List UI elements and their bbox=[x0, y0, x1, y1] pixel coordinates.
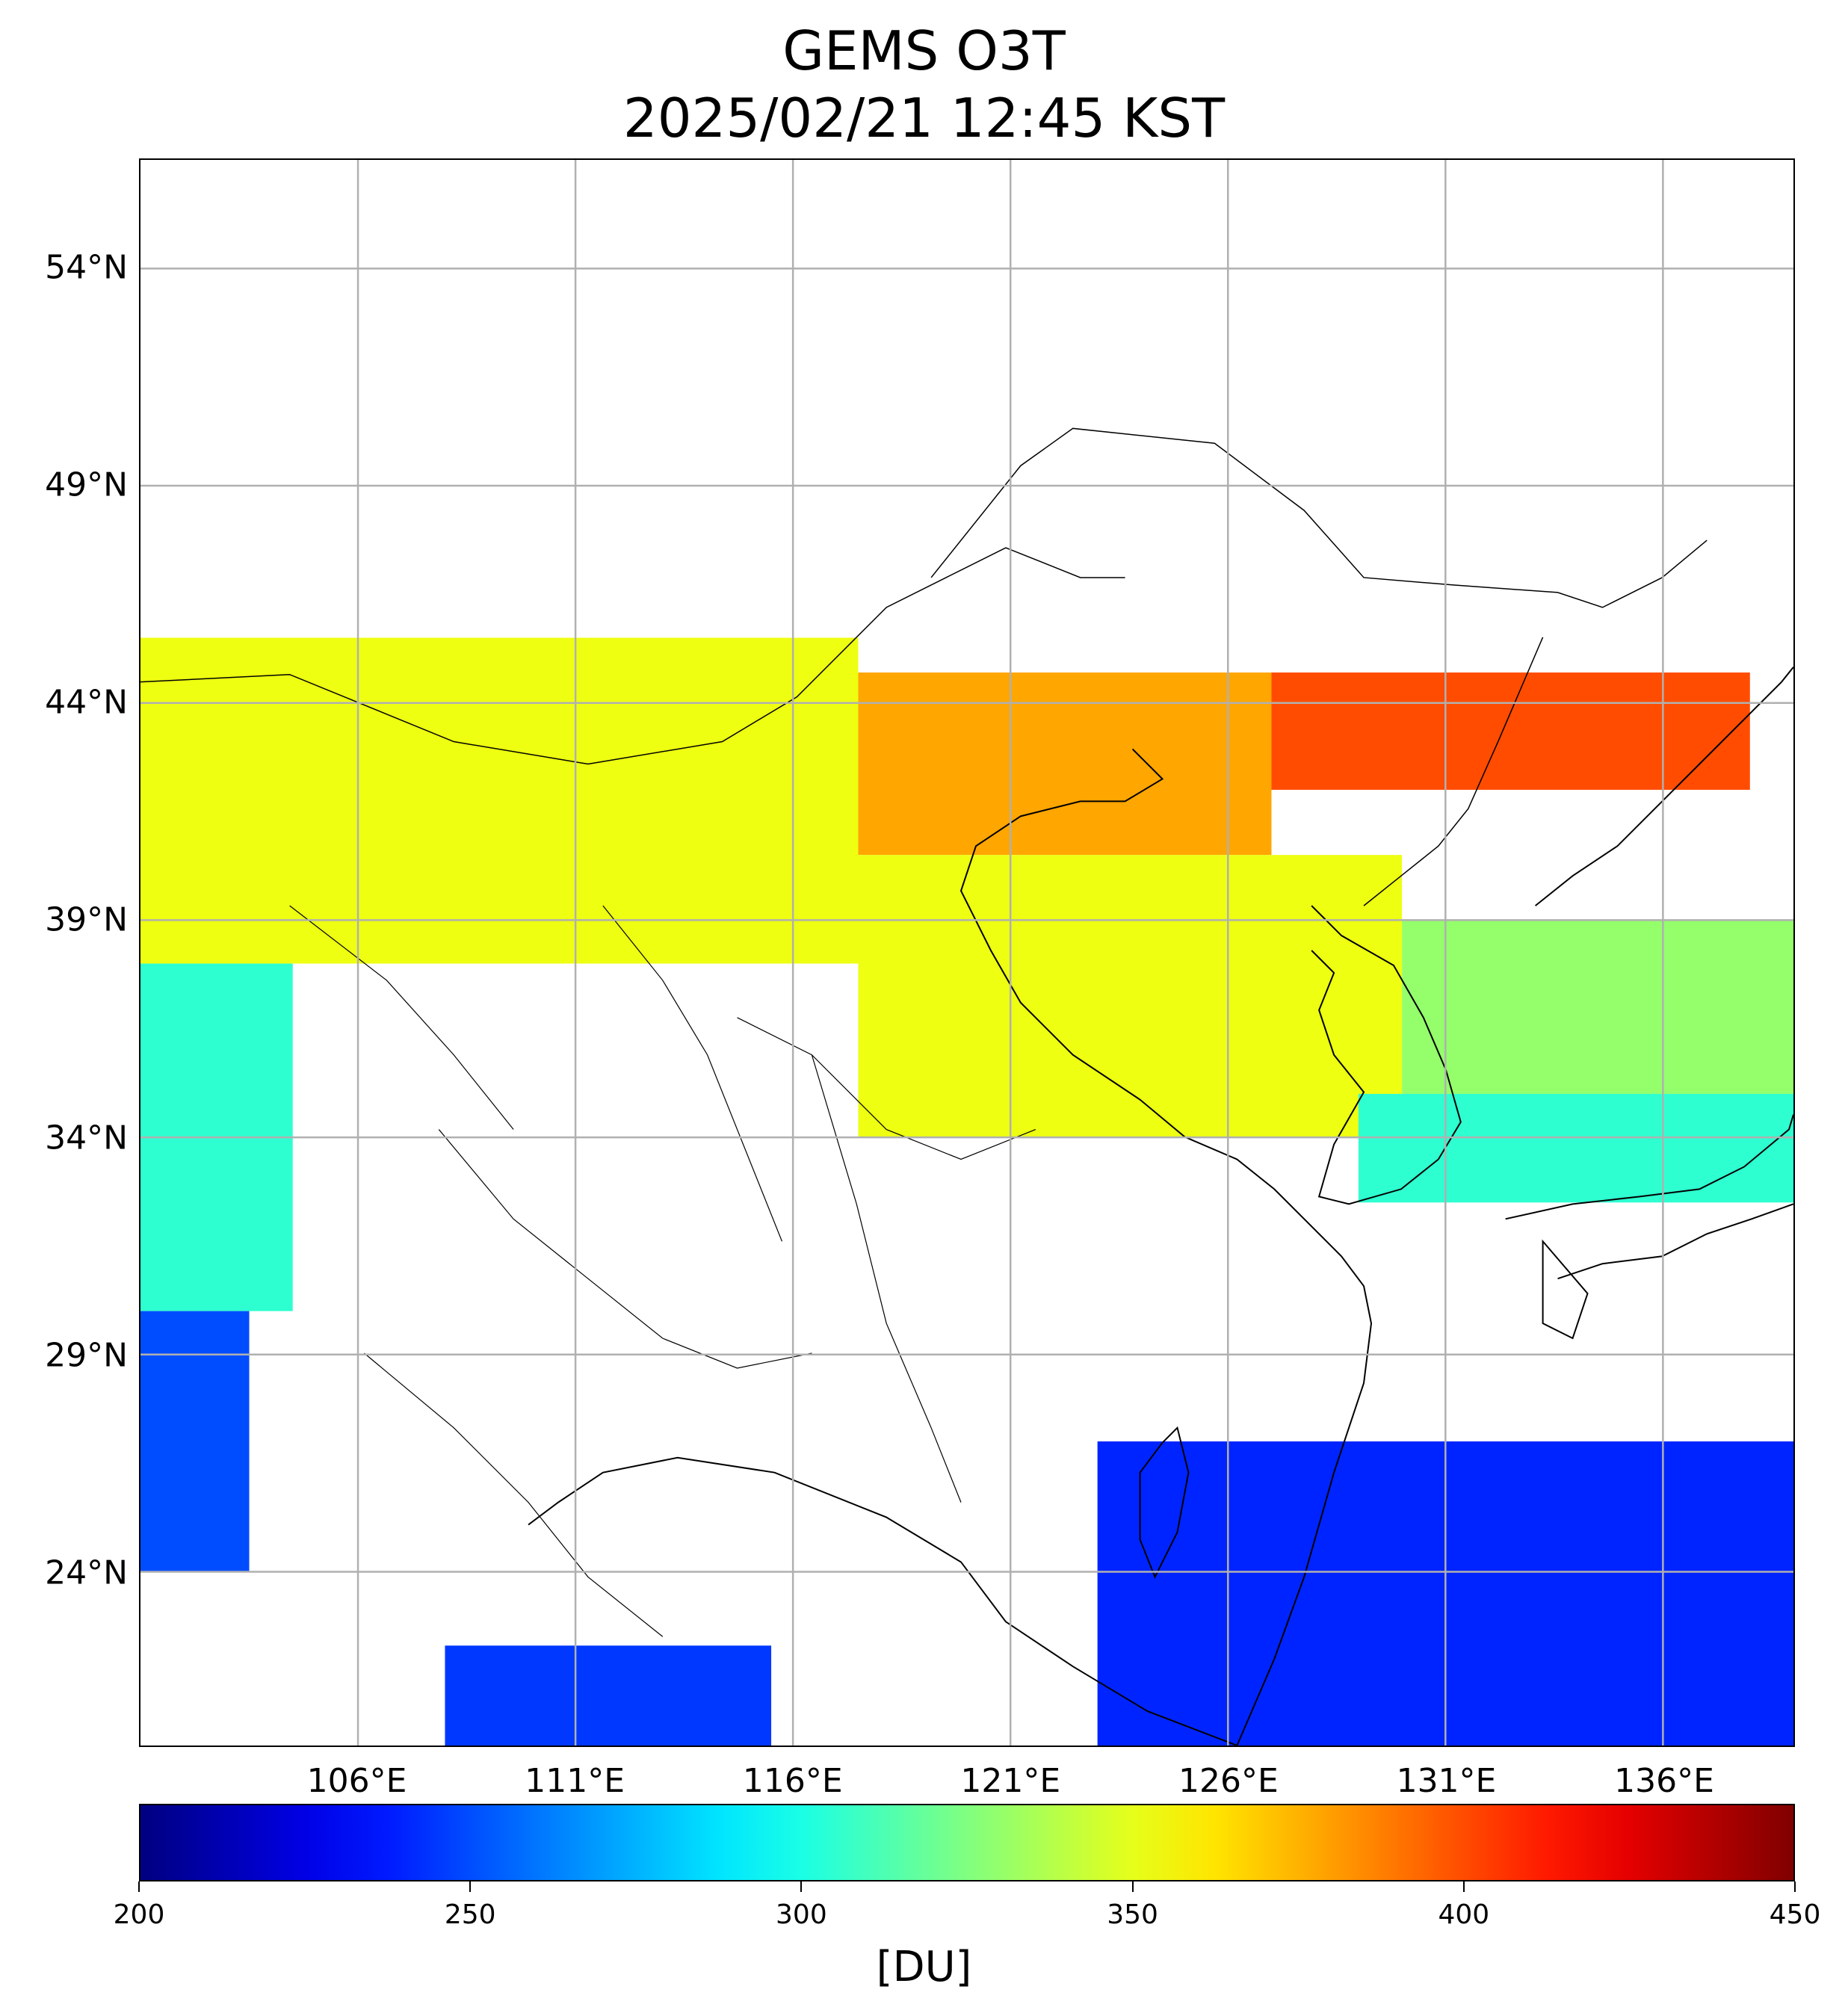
ozone-region-northeast-far bbox=[1271, 672, 1750, 790]
colorbar-tick-mark bbox=[1794, 1882, 1796, 1892]
colorbar-tick-label: 350 bbox=[1107, 1899, 1158, 1930]
colorbar-tick-mark bbox=[800, 1882, 803, 1892]
ozone-region-japan-south bbox=[1358, 1093, 1793, 1203]
lat-tick-label: 49°N bbox=[45, 466, 128, 504]
mongolia-china-border bbox=[140, 547, 1125, 765]
ozone-region-southwest-china bbox=[140, 1311, 250, 1572]
province-border-5 bbox=[289, 905, 514, 1130]
colorbar-tick-label: 200 bbox=[113, 1899, 165, 1930]
lat-tick-label: 54°N bbox=[45, 248, 128, 287]
lat-tick-label: 34°N bbox=[45, 1119, 128, 1157]
korea-outline bbox=[1311, 905, 1462, 1205]
lon-tick-label: 121°E bbox=[960, 1762, 1061, 1800]
lon-tick-label: 111°E bbox=[525, 1762, 625, 1800]
ozone-region-yellow-sea-korea bbox=[858, 855, 1403, 1138]
map-plot-area bbox=[139, 158, 1795, 1747]
lon-tick-label: 116°E bbox=[742, 1762, 843, 1800]
ozone-map bbox=[140, 160, 1793, 1746]
colorbar-tick-mark bbox=[469, 1882, 472, 1892]
lon-tick-label: 136°E bbox=[1614, 1762, 1714, 1800]
map-title: GEMS O3T bbox=[782, 19, 1066, 82]
colorbar-unit-label: [DU] bbox=[876, 1943, 972, 1991]
province-border-2 bbox=[438, 1129, 812, 1369]
lat-tick-label: 24°N bbox=[45, 1553, 128, 1592]
province-border-3 bbox=[364, 1352, 664, 1637]
lat-tick-label: 44°N bbox=[45, 683, 128, 722]
ozone-region-south-china-sea bbox=[445, 1645, 772, 1746]
province-border-4 bbox=[811, 1054, 962, 1503]
province-border-1 bbox=[737, 1017, 1036, 1160]
ozone-region-mongolia-north-china bbox=[140, 637, 859, 964]
japan-outline bbox=[1505, 1114, 1793, 1340]
colorbar-tick-mark bbox=[1462, 1882, 1465, 1892]
graticule bbox=[140, 160, 1793, 1746]
taiwan-outline bbox=[1139, 1426, 1190, 1579]
colorbar bbox=[139, 1804, 1795, 1882]
lon-tick-label: 131°E bbox=[1396, 1762, 1497, 1800]
ozone-region-east-sea bbox=[1402, 920, 1793, 1094]
ozone-region-manchuria bbox=[858, 672, 1272, 856]
colorbar-tick-mark bbox=[1131, 1882, 1134, 1892]
russia-east-coastline bbox=[1535, 667, 1793, 906]
colorbar-tick-label: 400 bbox=[1438, 1899, 1490, 1930]
lon-tick-label: 126°E bbox=[1178, 1762, 1279, 1800]
lat-tick-label: 39°N bbox=[45, 900, 128, 939]
coastline-layer bbox=[140, 427, 1793, 1746]
china-coastline bbox=[528, 1456, 1237, 1746]
russia-china-border bbox=[930, 427, 1708, 608]
ozone-field-layer bbox=[140, 637, 1793, 1746]
colorbar-tick-label: 450 bbox=[1769, 1899, 1821, 1930]
lon-tick-label: 106°E bbox=[306, 1762, 407, 1800]
northeast-china-border bbox=[1363, 637, 1544, 906]
colorbar-tick-mark bbox=[138, 1882, 140, 1892]
province-border-6 bbox=[602, 905, 783, 1242]
colorbar-tick-label: 300 bbox=[776, 1899, 827, 1930]
map-subtitle-timestamp: 2025/02/21 12:45 KST bbox=[622, 87, 1226, 149]
lat-tick-label: 29°N bbox=[45, 1336, 128, 1375]
colorbar-tick-label: 250 bbox=[444, 1899, 496, 1930]
